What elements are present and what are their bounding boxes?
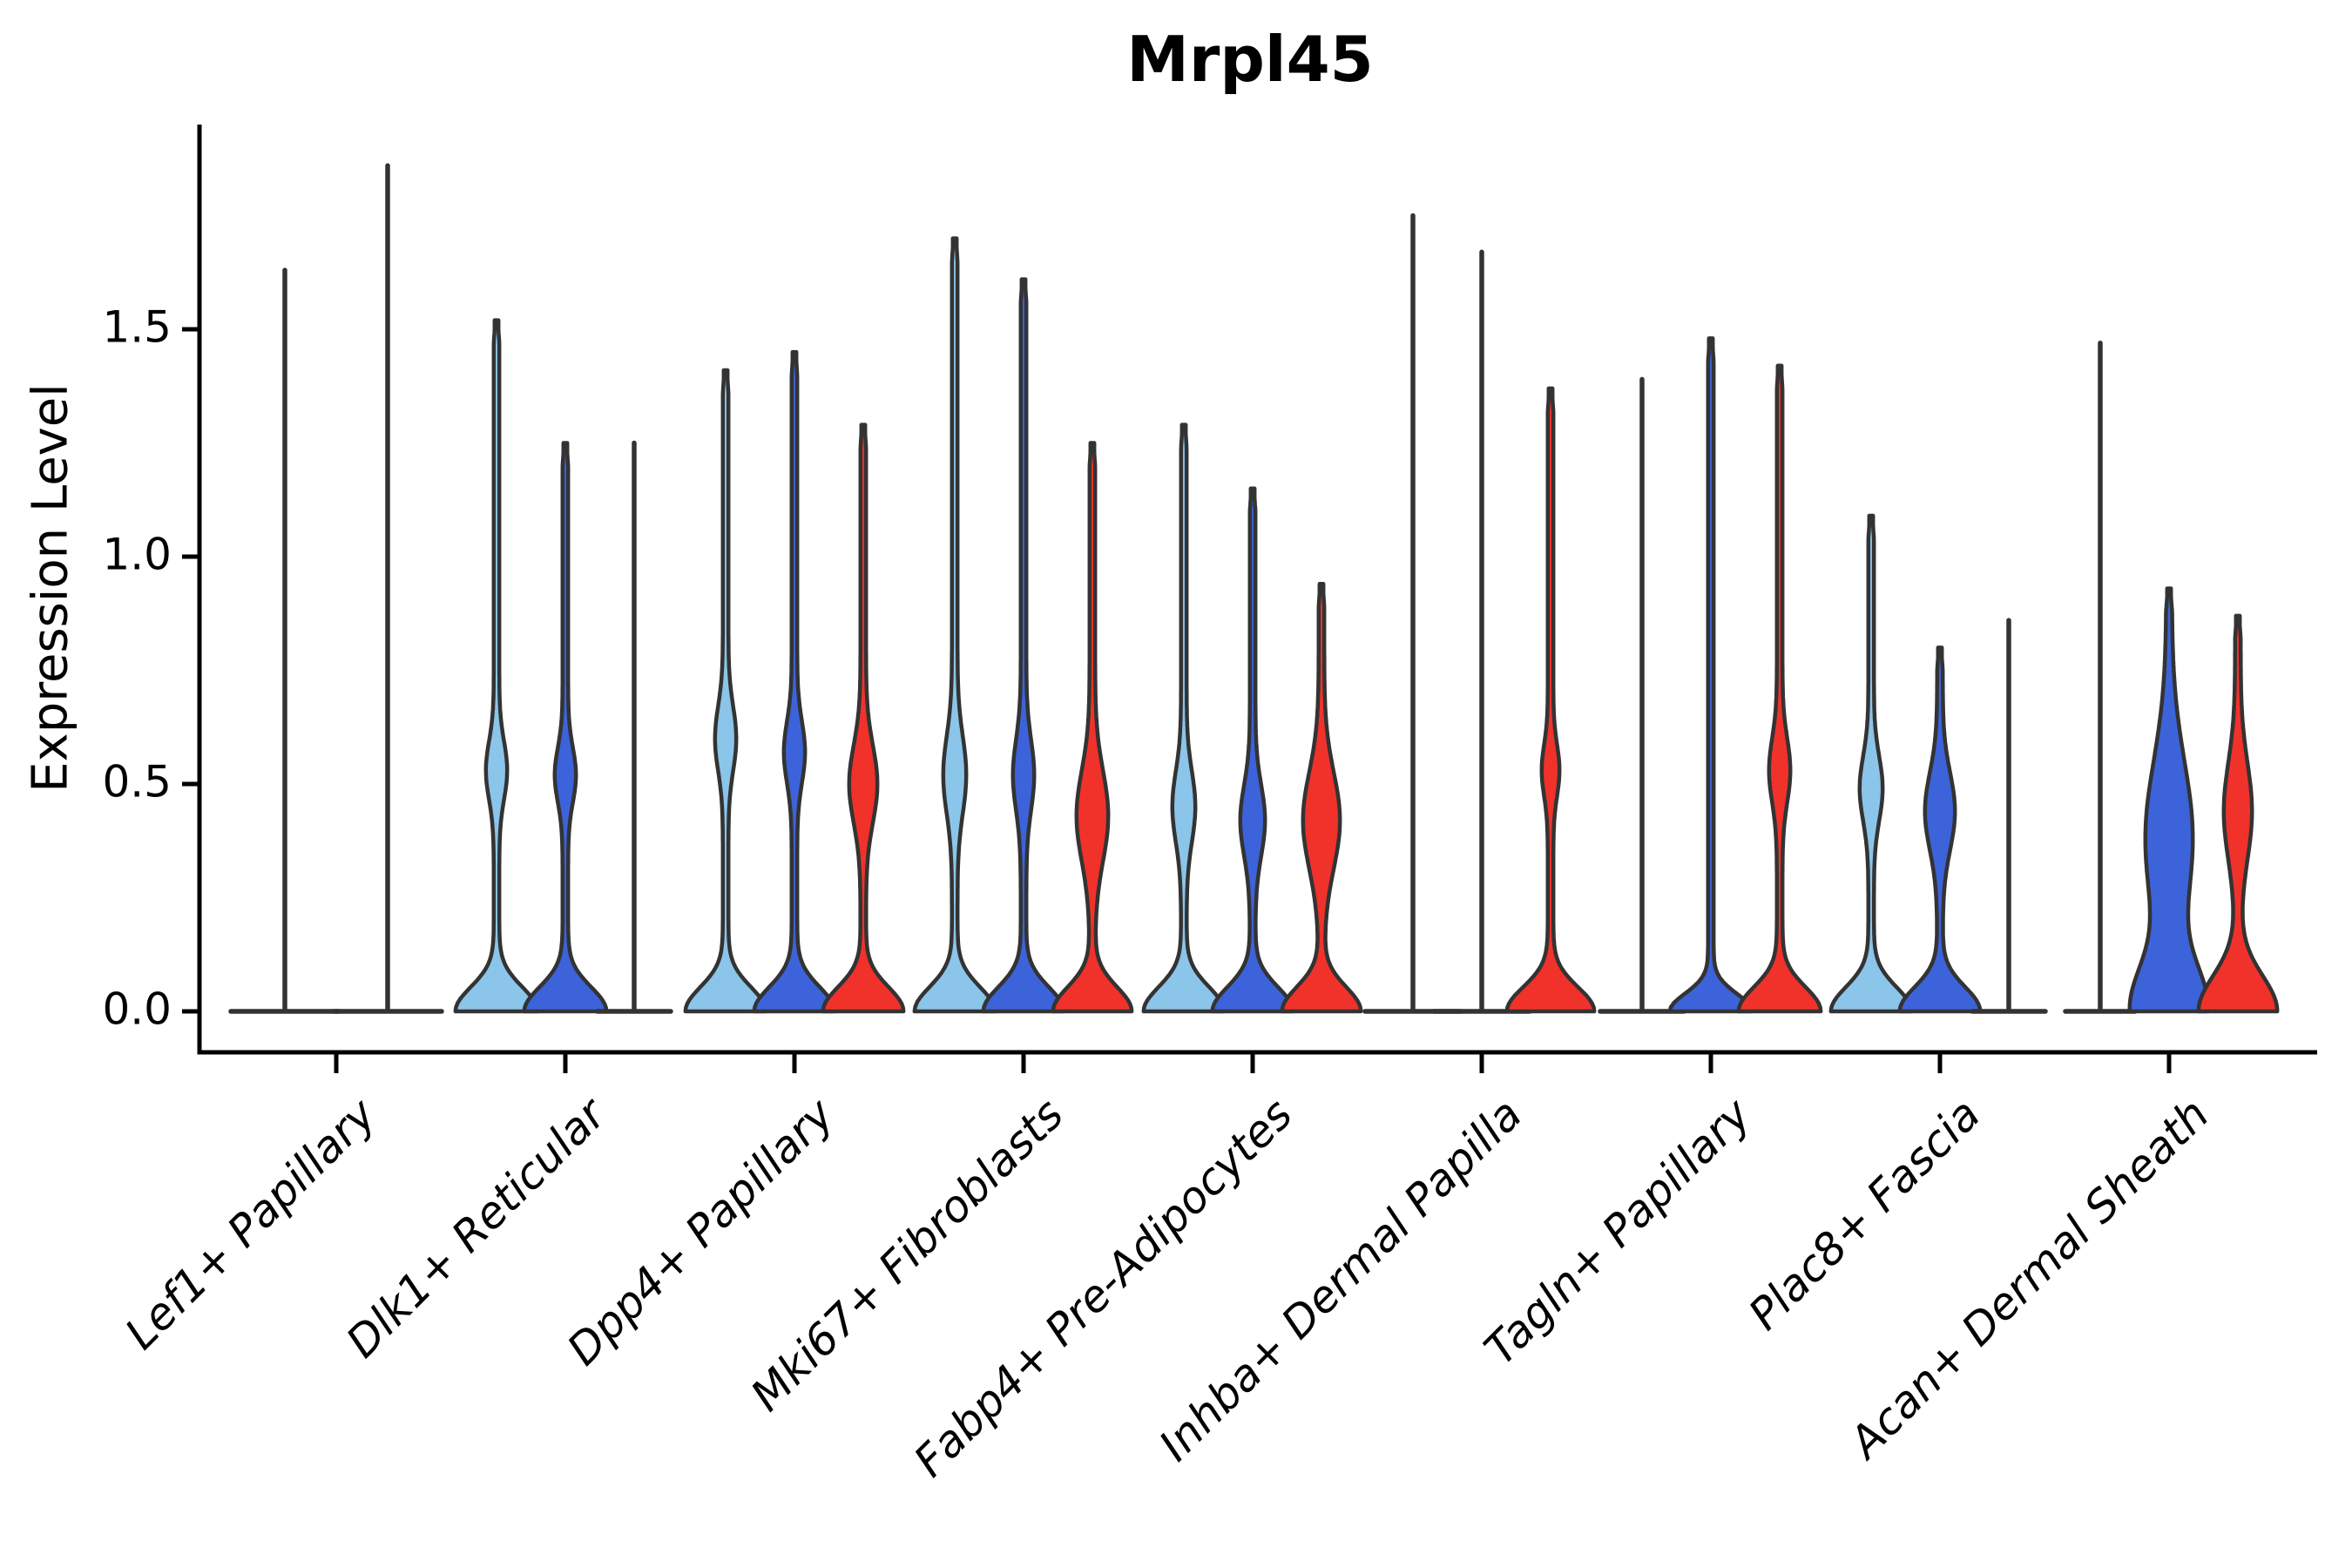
violin-8-light-blue <box>2063 340 2138 1014</box>
violin-3-red <box>1051 441 1134 1014</box>
violin-4-light-blue <box>1141 422 1227 1014</box>
violin-8-red <box>2196 613 2280 1014</box>
violin-3-light-blue <box>912 236 997 1014</box>
y-tick-label: 0.0 <box>102 983 172 1035</box>
violin-4-red <box>1280 582 1363 1014</box>
violin-5-red <box>1504 386 1597 1014</box>
violin-5-dark-blue <box>1431 249 1532 1014</box>
violin-2-light-blue <box>683 368 768 1014</box>
violin-6-light-blue <box>1598 376 1686 1014</box>
y-tick-label: 0.5 <box>102 756 172 808</box>
y-tick-label: 1.5 <box>102 301 172 353</box>
violin-1-red <box>595 440 673 1014</box>
violin-1-light-blue <box>453 318 540 1014</box>
violin-2-dark-blue <box>752 349 837 1014</box>
violin-8-dark-blue <box>2127 586 2211 1014</box>
violin-6-dark-blue <box>1667 336 1754 1014</box>
violin-3-dark-blue <box>981 277 1066 1014</box>
violin-4-dark-blue <box>1210 486 1295 1014</box>
violin-0-light-blue <box>228 267 341 1014</box>
violin-7-light-blue <box>1828 513 1914 1014</box>
violin-6-red <box>1736 363 1823 1014</box>
chart-title: Mrpl45 <box>1126 23 1374 96</box>
violin-5-light-blue <box>1362 213 1463 1014</box>
violin-2-red <box>821 422 906 1014</box>
violin-0-dark-blue <box>331 163 444 1014</box>
violin-7-red <box>1970 618 2048 1014</box>
y-tick-label: 1.0 <box>102 529 172 580</box>
violin-1-dark-blue <box>522 441 609 1014</box>
violin-7-dark-blue <box>1897 645 1983 1014</box>
